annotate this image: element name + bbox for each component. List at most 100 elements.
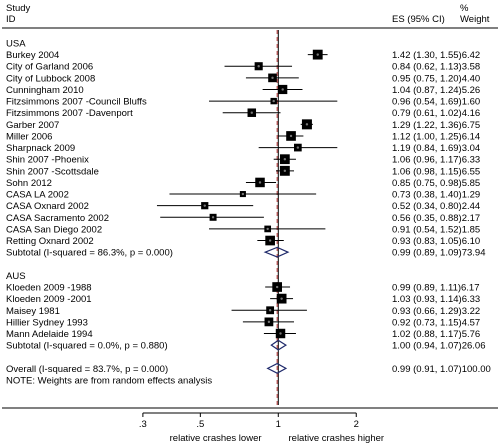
row-label: Fitzsimmons 2007 -Davenport: [6, 108, 133, 119]
axis-tick-label: .3: [139, 419, 147, 430]
point-estimate: [281, 88, 284, 91]
study-row: Retting Oxnard 2002 0.93 (0.83, 1.05)6.10: [6, 235, 480, 247]
study-row: Fitzsimmons 2007 -Council Bluffs 0.96 (0.…: [6, 97, 480, 108]
row-estimate-text: 1.12 (1.00, 1.25)6.14: [392, 131, 480, 142]
study-row: Shin 2007 -Phoenix 1.06 (0.96, 1.17)6.33: [6, 154, 480, 166]
x-label-left: relative crashes lower: [170, 433, 262, 444]
x-axis: .3 .5 1 2: [139, 412, 359, 430]
row-label: CASA Oxnard 2002: [6, 201, 89, 212]
row-label: Shin 2007 -Scottsdale: [6, 166, 99, 177]
study-row: CASA LA 2002 0.73 (0.38, 1.40)1.29: [6, 190, 480, 201]
point-estimate: [296, 146, 300, 149]
row-label: CASA LA 2002: [6, 190, 69, 201]
point-estimate: [211, 216, 215, 219]
row-label: Cunningham 2010: [6, 85, 84, 96]
subtotal-row: Subtotal (I-squared = 86.3%, p = 0.000) 0…: [6, 246, 486, 259]
row-estimate-text: 1.06 (0.98, 1.15)6.55: [392, 166, 480, 177]
row-estimate-text: 1.00 (0.94, 1.07)26.06: [392, 341, 486, 352]
row-estimate-text: 0.52 (0.34, 0.80)2.44: [392, 201, 480, 212]
study-row: City of Garland 2006 0.84 (0.62, 1.13)3.5…: [6, 62, 480, 73]
row-estimate-text: 1.06 (0.96, 1.17)6.33: [392, 155, 480, 166]
row-estimate-text: 0.93 (0.66, 1.29)3.22: [392, 306, 480, 317]
row-label: USA: [6, 39, 26, 50]
row-estimate-text: 0.99 (0.91, 1.07)100.00: [392, 364, 491, 375]
point-estimate: [268, 239, 272, 242]
study-row: Burkey 2004 1.42 (1.30, 1.55)6.42: [6, 49, 480, 61]
row-estimate-text: 1.03 (0.93, 1.14)6.33: [392, 294, 480, 305]
point-estimate: [257, 65, 260, 68]
point-estimate: [268, 309, 272, 312]
point-estimate: [250, 111, 253, 114]
row-label: Miller 2006: [6, 131, 52, 142]
point-estimate: [266, 227, 269, 231]
row-label: Sohn 2012: [6, 178, 52, 189]
point-estimate: [241, 192, 245, 196]
table-header: Study ID ES (95% CI) % Weight: [6, 3, 490, 25]
row-label: Subtotal (I-squared = 0.0%, p = 0.880): [6, 341, 168, 352]
row-label: CASA San Diego 2002: [6, 224, 102, 235]
subtotal-row: Overall (I-squared = 83.7%, p = 0.000) 0.…: [6, 362, 491, 375]
note-row: NOTE: Weights are from random effects an…: [6, 375, 212, 386]
row-estimate-text: 0.91 (0.54, 1.52)1.85: [392, 224, 480, 235]
group-row: USA: [6, 39, 26, 50]
study-row: Shin 2007 -Scottsdale 1.06 (0.98, 1.15)6.…: [6, 165, 480, 177]
row-estimate-text: 0.73 (0.38, 1.40)1.29: [392, 190, 480, 201]
study-row: Garber 2007 1.29 (1.22, 1.36)6.75: [6, 119, 480, 131]
header-weight: Weight: [460, 14, 490, 25]
row-label: Kloeden 2009 -2001: [6, 294, 92, 305]
row-label: City of Lubbock 2008: [6, 73, 95, 84]
row-label: Garber 2007: [6, 120, 59, 131]
point-estimate: [258, 181, 262, 184]
point-estimate: [283, 169, 287, 173]
study-row: Hillier Sydney 1993 0.92 (0.73, 1.15)4.57: [6, 317, 480, 328]
study-row: Fitzsimmons 2007 -Davenport 0.79 (0.61, 1…: [6, 108, 480, 119]
point-estimate: [267, 320, 271, 324]
point-estimate: [275, 285, 279, 289]
row-label: Kloeden 2009 -1988: [6, 283, 92, 294]
row-estimate-text: 0.96 (0.54, 1.69)1.60: [392, 97, 480, 108]
row-label: Hillier Sydney 1993: [6, 317, 88, 328]
study-row: Sohn 2012 0.85 (0.75, 0.98)5.85: [6, 177, 480, 189]
pooled-diamond: [263, 246, 290, 258]
row-estimate-text: 0.99 (0.89, 1.09)73.94: [392, 248, 486, 259]
study-row: CASA Sacramento 2002 0.56 (0.35, 0.88)2.1…: [6, 213, 480, 224]
header-id: ID: [6, 14, 16, 25]
pooled-diamond: [266, 362, 288, 374]
row-estimate-text: 0.95 (0.75, 1.20)4.40: [392, 73, 480, 84]
study-row: Miller 2006 1.12 (1.00, 1.25)6.14: [6, 131, 480, 142]
row-estimate-text: 0.56 (0.35, 0.88)2.17: [392, 213, 480, 224]
axis-tick-label: .5: [196, 419, 204, 430]
study-row: City of Lubbock 2008 0.95 (0.75, 1.20)4.4…: [6, 73, 480, 84]
header-es: ES (95% CI): [392, 14, 445, 25]
row-label: City of Garland 2006: [6, 62, 93, 73]
row-estimate-text: 0.84 (0.62, 1.13)3.58: [392, 62, 480, 73]
row-label: Overall (I-squared = 83.7%, p = 0.000): [6, 364, 168, 375]
pooled-diamond: [270, 339, 288, 351]
point-estimate: [280, 297, 283, 300]
point-estimate: [272, 99, 275, 103]
row-estimate-text: 0.79 (0.61, 1.02)4.16: [392, 108, 480, 119]
row-estimate-text: 0.85 (0.75, 0.98)5.85: [392, 178, 480, 189]
header-study: Study: [6, 3, 31, 14]
group-row: AUS: [6, 271, 26, 282]
row-label: Sharpnack 2009: [6, 143, 75, 154]
study-row: Sharpnack 2009 1.19 (0.84, 1.69)3.04: [6, 143, 480, 154]
study-row: Mann Adelaide 1994 1.02 (0.88, 1.17)5.76: [6, 328, 480, 340]
row-estimate-text: 0.99 (0.89, 1.11)6.17: [392, 283, 480, 294]
study-row: CASA San Diego 2002 0.91 (0.54, 1.52)1.85: [6, 224, 480, 235]
row-label: Retting Oxnard 2002: [6, 236, 94, 247]
point-estimate: [271, 76, 274, 80]
axis-tick-label: 1: [276, 419, 281, 430]
row-label: Burkey 2004: [6, 50, 59, 61]
point-estimate: [316, 53, 319, 56]
study-row: Kloeden 2009 -2001 1.03 (0.93, 1.14)6.33: [6, 293, 480, 305]
axis-tick-label: 2: [354, 419, 359, 430]
row-label: Shin 2007 -Phoenix: [6, 155, 89, 166]
row-estimate-text: 0.92 (0.73, 1.15)4.57: [392, 317, 480, 328]
study-row: Kloeden 2009 -1988 0.99 (0.89, 1.11)6.17: [6, 282, 480, 294]
row-estimate-text: 1.29 (1.22, 1.36)6.75: [392, 120, 480, 131]
row-label: Maisey 1981: [6, 306, 60, 317]
row-estimate-text: 0.93 (0.83, 1.05)6.10: [392, 236, 480, 247]
